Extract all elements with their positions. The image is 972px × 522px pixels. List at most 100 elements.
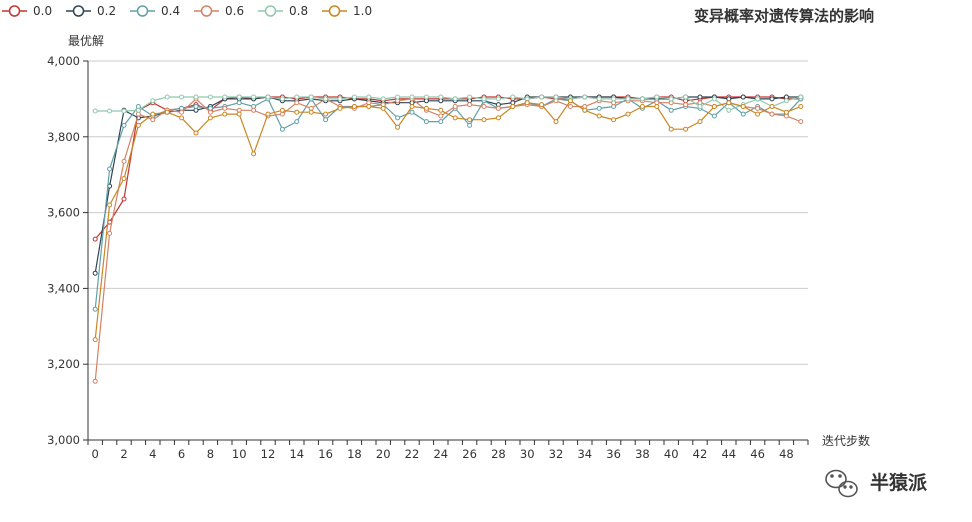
legend-marker xyxy=(136,5,149,17)
legend-label: 0.6 xyxy=(225,4,244,18)
data-point xyxy=(798,119,804,125)
legend-item[interactable]: 0.0 xyxy=(2,4,52,18)
x-tick-label: 0 xyxy=(92,447,99,461)
series-0.4 xyxy=(92,96,804,312)
legend-item[interactable]: 0.8 xyxy=(258,4,308,18)
data-point xyxy=(308,94,314,100)
data-point xyxy=(596,105,602,111)
data-point xyxy=(92,270,98,276)
data-point xyxy=(366,94,372,100)
data-point xyxy=(625,96,631,102)
data-point xyxy=(611,117,617,123)
data-point xyxy=(121,176,127,181)
series-line xyxy=(94,96,801,240)
data-point xyxy=(783,109,789,115)
data-point xyxy=(438,113,444,119)
data-point xyxy=(697,119,703,125)
data-point xyxy=(567,104,573,109)
x-tick-label: 32 xyxy=(549,447,564,461)
data-point xyxy=(668,96,674,102)
data-point xyxy=(409,94,415,100)
data-point xyxy=(279,107,285,113)
legend-item[interactable]: 0.4 xyxy=(130,4,180,18)
legend-item[interactable]: 0.6 xyxy=(194,4,244,18)
x-tick-label: 46 xyxy=(750,447,765,461)
data-point xyxy=(395,124,401,130)
legend[interactable]: 0.0 0.2 0.4 0.6 0.8 1.0 xyxy=(2,4,372,18)
data-point xyxy=(611,96,617,102)
data-point xyxy=(783,98,789,104)
data-point xyxy=(107,166,113,172)
data-point xyxy=(553,94,559,100)
data-point xyxy=(107,202,113,208)
gridlines xyxy=(88,60,808,365)
x-tick-label: 24 xyxy=(433,447,448,461)
data-point xyxy=(668,107,674,113)
data-point xyxy=(323,96,329,102)
series-0.2 xyxy=(92,94,804,276)
legend-item[interactable]: 0.2 xyxy=(66,4,116,18)
data-point xyxy=(697,104,703,109)
data-point xyxy=(337,96,343,102)
legend-marker xyxy=(200,5,213,17)
data-point xyxy=(639,96,645,102)
series-line xyxy=(94,97,802,310)
y-axis-label: 最优解 xyxy=(68,34,104,48)
data-point xyxy=(265,111,271,117)
data-point xyxy=(294,100,300,106)
data-point xyxy=(740,94,746,100)
data-point xyxy=(423,94,429,100)
x-tick-label: 16 xyxy=(318,447,333,461)
data-point xyxy=(467,94,473,100)
data-point xyxy=(92,337,98,343)
data-point xyxy=(222,111,228,117)
data-point xyxy=(654,94,660,100)
legend-marker xyxy=(8,5,21,17)
x-tick-label: 44 xyxy=(721,447,736,461)
data-point xyxy=(582,94,588,100)
watermark-text: 半猿派 xyxy=(870,471,928,494)
data-point xyxy=(251,94,257,100)
data-point xyxy=(380,96,386,102)
data-point xyxy=(798,94,804,100)
x-tick-label: 30 xyxy=(520,447,535,461)
data-point xyxy=(755,105,761,111)
data-point xyxy=(740,111,746,117)
data-point xyxy=(452,104,458,109)
data-point xyxy=(452,115,458,121)
data-point xyxy=(92,108,98,114)
data-point xyxy=(495,96,501,102)
x-tick-label: 38 xyxy=(635,447,650,461)
data-point xyxy=(92,236,98,242)
series-line xyxy=(94,98,802,382)
data-point xyxy=(683,94,689,100)
legend-label: 0.2 xyxy=(97,4,116,18)
series-lines xyxy=(92,94,804,384)
data-point xyxy=(135,107,141,113)
data-point xyxy=(798,104,804,109)
x-tick-label: 40 xyxy=(664,447,679,461)
data-point xyxy=(481,117,487,123)
data-point xyxy=(769,96,775,102)
watermark: 半猿派 xyxy=(825,469,928,498)
x-tick-label: 12 xyxy=(261,447,276,461)
data-point xyxy=(121,108,127,114)
data-point xyxy=(755,96,761,102)
data-point xyxy=(423,105,429,111)
data-point xyxy=(654,104,660,109)
data-point xyxy=(697,94,703,100)
data-point xyxy=(409,104,415,109)
data-point xyxy=(351,104,357,109)
data-point xyxy=(495,115,501,121)
data-point xyxy=(423,119,429,125)
data-point xyxy=(481,104,487,109)
data-point xyxy=(323,117,329,123)
legend-label: 1.0 xyxy=(353,4,372,18)
data-point xyxy=(683,126,689,132)
x-tick-label: 42 xyxy=(693,447,708,461)
data-point xyxy=(567,98,573,104)
legend-item[interactable]: 1.0 xyxy=(322,4,372,18)
x-tick-label: 28 xyxy=(491,447,506,461)
